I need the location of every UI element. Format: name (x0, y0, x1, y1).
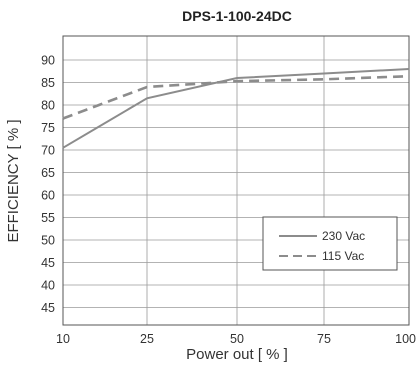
plot-frame (62, 35, 410, 326)
y-tick-label: 90 (41, 54, 55, 68)
y-tick-label: 45 (41, 301, 55, 315)
y-tick-label: 50 (41, 234, 55, 248)
chart-title: DPS-1-100-24DC (182, 8, 292, 24)
y-tick-label: 55 (41, 211, 55, 225)
x-axis-ticks: 10 25 50 75 100 (56, 332, 416, 346)
y-tick-label: 65 (41, 166, 55, 180)
x-tick-label: 10 (56, 332, 70, 346)
y-tick-label: 40 (41, 279, 55, 293)
x-tick-label: 50 (230, 332, 244, 346)
x-tick-label: 75 (317, 332, 331, 346)
x-tick-label: 25 (140, 332, 154, 346)
legend: 230 Vac 115 Vac (262, 216, 398, 271)
y-axis-ticks: 90 85 80 75 70 65 60 55 50 45 40 45 (41, 54, 55, 316)
x-tick-label: 100 (395, 332, 416, 346)
y-tick-label: 70 (41, 144, 55, 158)
grid (63, 36, 409, 325)
y-tick-label: 80 (41, 99, 55, 113)
legend-label-230vac: 230 Vac (322, 229, 365, 243)
series-line-230-vac (62, 68, 410, 149)
legend-label-115vac: 115 Vac (322, 249, 364, 263)
y-tick-label: 45 (41, 256, 55, 270)
y-tick-label: 85 (41, 76, 55, 90)
series-lines (62, 68, 410, 149)
legend-box (262, 216, 398, 271)
y-tick-label: 75 (41, 121, 55, 135)
y-tick-label: 60 (41, 189, 55, 203)
series-line-115-vac (62, 74, 410, 120)
x-axis-label: Power out [ % ] (186, 346, 288, 363)
y-axis-label: EFFICIENCY [ % ] (5, 119, 22, 242)
